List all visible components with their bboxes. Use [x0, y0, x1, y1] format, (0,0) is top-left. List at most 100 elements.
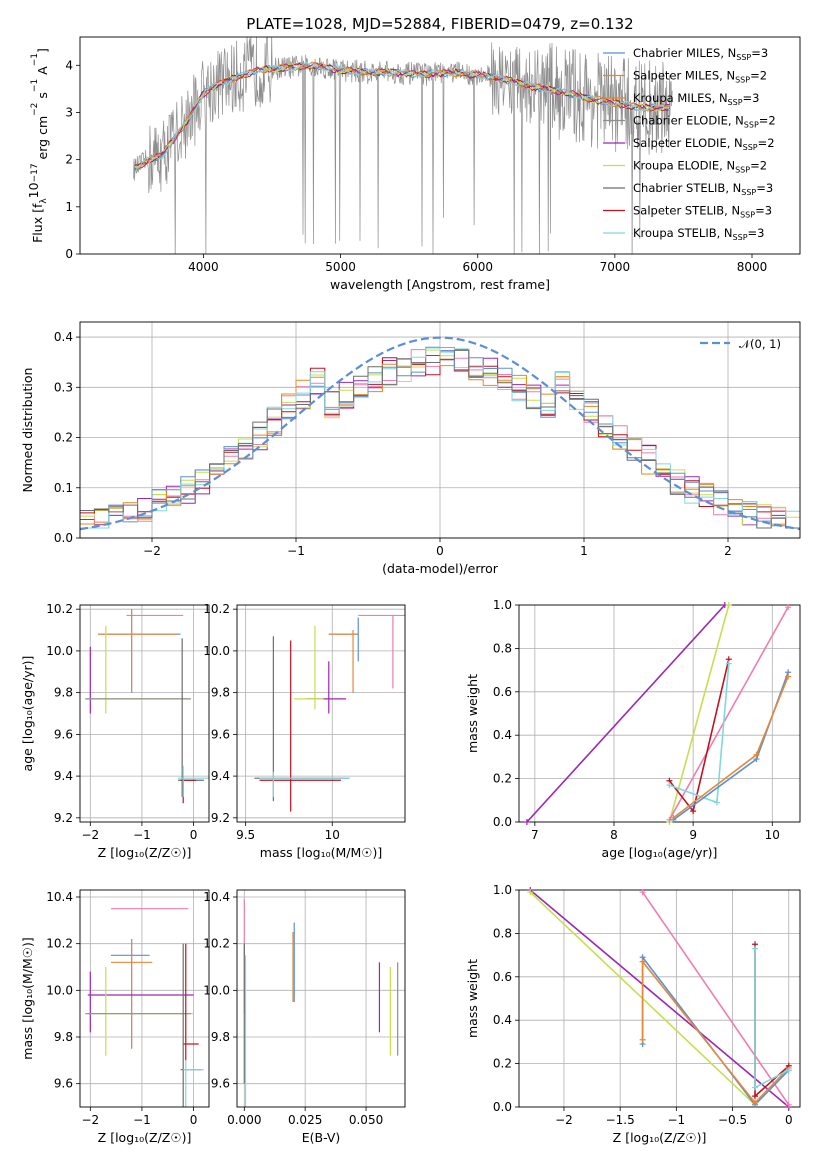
weight-marker [639, 889, 646, 896]
chart-mass_vs_Z: −2 −1 0 9.6 9.8 10.0 10.2 10.4 Z [log₁₀(Z/Z☉)] ma… [20, 889, 210, 1145]
x-tick-label: 8 [610, 828, 618, 842]
weight-marker [670, 814, 677, 821]
weight-marker [690, 808, 697, 815]
y-tick-label: 0.8 [493, 926, 512, 940]
weight-line [526, 605, 726, 822]
y-tick-label: 9.8 [54, 1030, 73, 1044]
y-tick-label: 0.4 [54, 330, 73, 344]
legend-entry: Kroupa MILES, NSSP=3 [633, 91, 759, 107]
plot-area [80, 890, 209, 1107]
y-tick-label: 0.2 [54, 431, 73, 445]
x-tick-label: 10 [325, 828, 340, 842]
y-tick-label: 10.2 [203, 602, 230, 616]
x-tick-label: 0.050 [349, 1113, 383, 1127]
y-axis-label: mass [log₁₀(M/M☉)] [20, 937, 35, 1059]
weight-marker [713, 799, 720, 806]
x-tick-label: 5000 [325, 260, 356, 274]
weight-marker [527, 889, 534, 896]
x-tick-label: −2 [555, 1113, 573, 1127]
x-tick-label: 0.025 [288, 1113, 322, 1127]
axes-frame [236, 604, 406, 823]
y-tick-label: 9.6 [211, 1077, 230, 1091]
axes-frame [518, 604, 801, 823]
y-tick-label: 0.2 [493, 772, 512, 786]
weight-marker [752, 1093, 759, 1100]
x-axis-label: age [log₁₀(age/yr)] [602, 845, 718, 860]
weight-marker [753, 751, 760, 758]
chart-age_vs_mass: 9.5 10 9.2 9.4 9.6 9.8 10.0 10.2 mass [log₁₀(M/M… [203, 602, 406, 860]
x-tick-label: 7 [531, 828, 539, 842]
y-tick-label: 10.2 [203, 937, 230, 951]
weight-line [754, 948, 790, 1089]
y-tick-label: 0.0 [54, 531, 73, 545]
x-tick-label: −2 [81, 828, 99, 842]
x-tick-label: 2 [724, 544, 732, 558]
x-tick-label: 0 [785, 1113, 793, 1127]
y-tick-label: 9.8 [211, 1030, 230, 1044]
plot-area [80, 605, 209, 822]
y-tick-label: 0.6 [493, 970, 512, 984]
y-tick-label: 9.6 [54, 1077, 73, 1091]
x-tick-label: 9 [689, 828, 697, 842]
y-tick-label: 9.8 [211, 686, 230, 700]
chart-weight_vs_age: 7 8 9 10 0.0 0.2 0.4 0.6 0.8 1.0 age [log₁₀(age/yr… [465, 598, 801, 860]
y-tick-label: 9.6 [211, 727, 230, 741]
x-tick-label: −1.5 [606, 1113, 635, 1127]
y-tick-label: 9.4 [211, 769, 230, 783]
plot-area [237, 890, 405, 1107]
weight-marker [785, 673, 792, 680]
y-tick-label: 0.4 [493, 728, 512, 742]
x-axis-label: Z [log₁₀(Z/Z☉)] [613, 1130, 707, 1145]
legend-entry: 𝒩(0, 1) [739, 337, 781, 351]
weight-marker [785, 1101, 792, 1108]
x-tick-label: 10 [765, 828, 780, 842]
x-tick-label: −1 [287, 544, 305, 558]
chart-residuals: −2 −1 0 1 2 0.0 0.1 0.2 0.3 0.4 (data-model)/error… [20, 321, 801, 576]
axes-frame [79, 889, 210, 1108]
y-tick-label: 0.4 [493, 1013, 512, 1027]
y-tick-label: 0.0 [493, 1100, 512, 1114]
y-tick-label: 10.0 [203, 983, 230, 997]
plot-area [80, 322, 800, 538]
spectrum-model [134, 62, 670, 171]
y-axis-label: age [log₁₀(age/yr)] [20, 656, 35, 772]
chart-mass_vs_ebv: 0.000 0.025 0.050 9.6 9.8 10.0 10.2 10.4 E(B-V) [203, 889, 406, 1145]
spectrum-data [133, 37, 673, 254]
weight-line [641, 891, 790, 1106]
y-tick-label: 9.2 [211, 811, 230, 825]
y-axis-label: mass weight [465, 674, 480, 753]
weight-line [668, 605, 730, 822]
y-tick-label: 0.0 [493, 815, 512, 829]
chart-spectrum: 4000 5000 6000 7000 8000 0 1 2 3 4 wavelength [Ang… [26, 36, 801, 292]
x-tick-label: −1 [668, 1113, 686, 1127]
y-tick-label: 4 [65, 58, 73, 72]
x-tick-label: 1 [580, 544, 588, 558]
y-tick-label: 0 [65, 247, 73, 261]
y-tick-label: 1 [65, 200, 73, 214]
weight-marker [785, 604, 792, 611]
weight-marker [785, 1067, 792, 1074]
weight-marker [752, 945, 759, 952]
x-axis-label: wavelength [Angstrom, rest frame] [330, 277, 550, 292]
y-tick-label: 10.0 [46, 983, 73, 997]
axes-frame [236, 889, 406, 1108]
x-tick-label: 9.5 [236, 828, 255, 842]
y-axis-label: mass weight [465, 959, 480, 1038]
y-tick-label: 10.4 [46, 890, 73, 904]
weight-marker [639, 958, 646, 965]
y-tick-label: 9.8 [54, 686, 73, 700]
y-tick-label: 10.0 [46, 644, 73, 658]
y-tick-label: 10.4 [203, 890, 230, 904]
y-tick-label: 9.4 [54, 769, 73, 783]
legend-entry: Kroupa ELODIE, NSSP=2 [633, 159, 767, 175]
x-tick-label: 0 [436, 544, 444, 558]
x-tick-label: 0 [190, 828, 198, 842]
legend-entry: Chabrier STELIB, NSSP=3 [633, 181, 773, 197]
y-axis-label: Normed distribution [20, 368, 35, 493]
y-tick-label: 9.6 [54, 727, 73, 741]
x-tick-label: 8000 [737, 260, 768, 274]
weight-line [641, 954, 790, 1107]
x-tick-label: −2 [81, 1113, 99, 1127]
legend: Chabrier MILES, NSSP=3 Salpeter MILES, NS… [603, 46, 776, 242]
y-tick-label: 0.2 [493, 1057, 512, 1071]
